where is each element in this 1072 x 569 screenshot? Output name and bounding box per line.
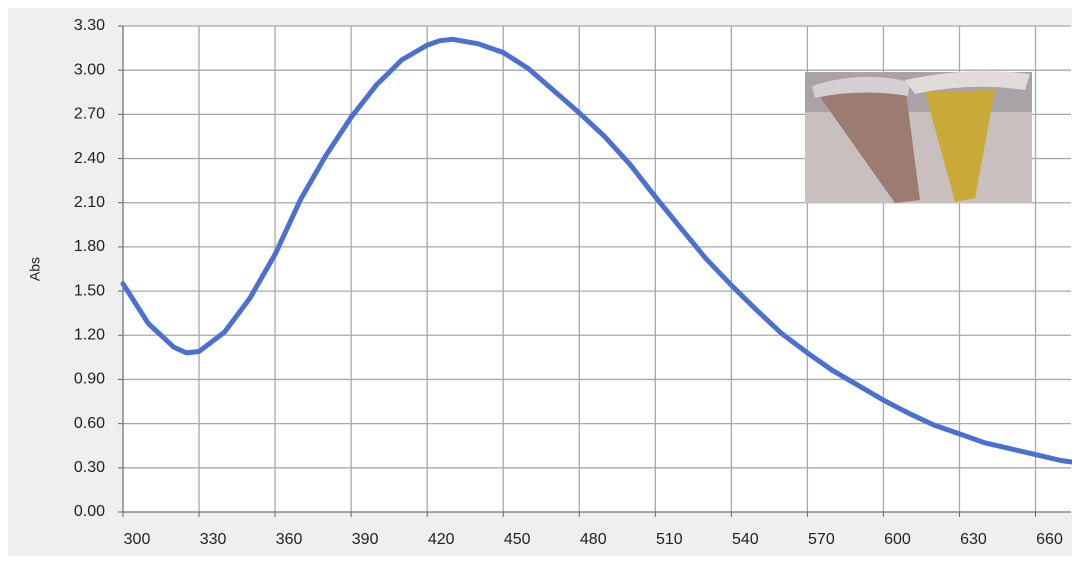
x-tick-label: 420 (428, 531, 455, 548)
x-tick-label: 360 (276, 531, 303, 548)
inset-photo (805, 71, 1032, 203)
y-tick-label: 1.80 (74, 238, 105, 255)
tube-cap (812, 76, 910, 98)
data-line (120, 36, 1072, 465)
y-tick-label: 2.70 (74, 106, 105, 123)
x-tick-label: 600 (884, 531, 911, 548)
x-tick-label: 540 (732, 531, 759, 548)
y-tick-label: 1.50 (74, 282, 105, 299)
x-tick-label: 630 (960, 531, 987, 548)
x-tick-label: 450 (504, 531, 531, 548)
tube-red (815, 85, 920, 203)
y-tick-label: 3.30 (74, 17, 105, 34)
y-tick-label: 1.20 (74, 326, 105, 343)
y-tick-label: 0.00 (74, 503, 105, 520)
y-tick-label: 0.30 (74, 459, 105, 476)
x-tick-label: 330 (200, 531, 227, 548)
y-tick-label: 0.90 (74, 371, 105, 388)
x-tick-label: 660 (1036, 531, 1063, 548)
x-tick-label: 480 (580, 531, 607, 548)
y-axis-label: Abs (27, 257, 43, 281)
x-tick-label: 390 (352, 531, 379, 548)
tube-cap (905, 71, 1030, 94)
x-tick-label: 570 (808, 531, 835, 548)
y-tick-label: 0.60 (74, 415, 105, 432)
x-tick-label: 510 (656, 531, 683, 548)
y-tick-label: 2.10 (74, 194, 105, 211)
y-tick-label: 2.40 (74, 150, 105, 167)
y-tick-label: 3.00 (74, 61, 105, 78)
tube-yellow (925, 90, 995, 202)
x-tick-label: 300 (124, 531, 151, 548)
